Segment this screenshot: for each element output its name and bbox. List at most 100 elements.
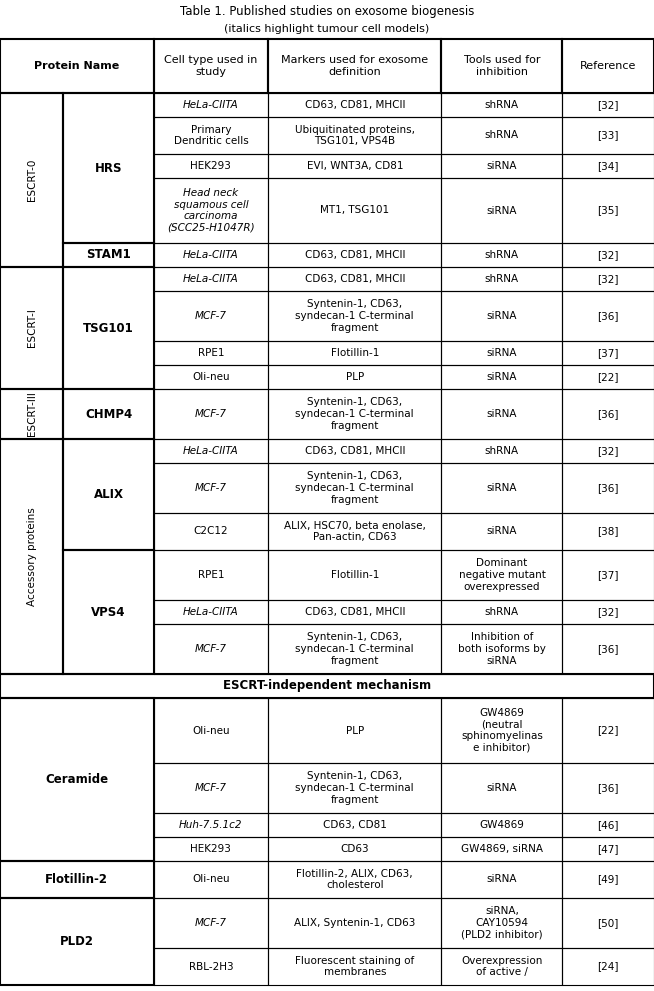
Text: GW4869, siRNA: GW4869, siRNA xyxy=(461,844,543,854)
Text: siRNA: siRNA xyxy=(487,783,517,793)
Text: CD63, CD81, MHCII: CD63, CD81, MHCII xyxy=(305,607,405,617)
Text: [32]: [32] xyxy=(598,607,619,617)
Text: HEK293: HEK293 xyxy=(190,844,232,854)
Text: HeLa-CIITA: HeLa-CIITA xyxy=(183,446,239,456)
Text: MCF-7: MCF-7 xyxy=(195,644,227,654)
Text: [35]: [35] xyxy=(598,205,619,215)
Text: Inhibition of
both isoforms by
siRNA: Inhibition of both isoforms by siRNA xyxy=(458,632,546,666)
Bar xyxy=(441,813,562,837)
Bar xyxy=(562,178,654,243)
Bar xyxy=(562,154,654,178)
Bar xyxy=(268,117,441,154)
Bar xyxy=(441,341,562,365)
Text: ALIX, HSC70, beta enolase,
Pan-actin, CD63: ALIX, HSC70, beta enolase, Pan-actin, CD… xyxy=(284,520,426,542)
Bar xyxy=(562,243,654,267)
Text: siRNA: siRNA xyxy=(487,874,517,885)
Text: Primary
Dendritic cells: Primary Dendritic cells xyxy=(173,125,249,147)
Bar xyxy=(63,243,154,267)
Text: [22]: [22] xyxy=(598,725,619,735)
Bar xyxy=(562,463,654,513)
Text: VPS4: VPS4 xyxy=(92,606,126,618)
Bar xyxy=(154,439,268,463)
Bar xyxy=(154,39,268,93)
Bar xyxy=(441,154,562,178)
Bar xyxy=(441,861,562,898)
Text: MT1, TSG101: MT1, TSG101 xyxy=(320,205,389,215)
Text: Syntenin-1, CD63,
syndecan-1 C-terminal
fragment: Syntenin-1, CD63, syndecan-1 C-terminal … xyxy=(296,397,414,431)
Bar xyxy=(63,550,154,674)
Text: Fluorescent staining of
membranes: Fluorescent staining of membranes xyxy=(295,955,415,977)
Bar xyxy=(63,93,154,243)
Text: Ubiquitinated proteins,
TSG101, VPS4B: Ubiquitinated proteins, TSG101, VPS4B xyxy=(295,125,415,147)
Bar xyxy=(562,513,654,550)
Bar xyxy=(154,243,268,267)
Bar xyxy=(268,439,441,463)
Bar xyxy=(562,813,654,837)
Text: PLP: PLP xyxy=(346,372,364,382)
Text: [34]: [34] xyxy=(598,161,619,171)
Text: [22]: [22] xyxy=(598,372,619,382)
Bar xyxy=(0,898,154,985)
Text: Tools used for
inhibition: Tools used for inhibition xyxy=(464,55,540,76)
Bar xyxy=(0,389,63,439)
Bar xyxy=(154,837,268,861)
Bar xyxy=(154,178,268,243)
Bar xyxy=(154,948,268,985)
Bar xyxy=(154,267,268,291)
Bar xyxy=(562,365,654,389)
Bar xyxy=(154,624,268,674)
Bar xyxy=(268,365,441,389)
Bar xyxy=(562,389,654,439)
Text: [37]: [37] xyxy=(598,570,619,580)
Text: Dominant
negative mutant
overexpressed: Dominant negative mutant overexpressed xyxy=(458,558,545,592)
Bar xyxy=(0,698,154,861)
Text: [32]: [32] xyxy=(598,446,619,456)
Text: HeLa-CIITA: HeLa-CIITA xyxy=(183,274,239,284)
Text: shRNA: shRNA xyxy=(485,607,519,617)
Bar xyxy=(441,463,562,513)
Text: Huh-7.5.1c2: Huh-7.5.1c2 xyxy=(179,820,243,830)
Text: siRNA: siRNA xyxy=(487,348,517,358)
Bar xyxy=(562,39,654,93)
Text: CHMP4: CHMP4 xyxy=(85,407,132,420)
Text: Cell type used in
study: Cell type used in study xyxy=(164,55,258,76)
Bar xyxy=(0,39,154,93)
Bar xyxy=(562,600,654,624)
Bar xyxy=(154,389,268,439)
Bar xyxy=(268,898,441,948)
Text: CD63, CD81, MHCII: CD63, CD81, MHCII xyxy=(305,446,405,456)
Text: siRNA: siRNA xyxy=(487,311,517,321)
Bar xyxy=(268,341,441,365)
Text: [33]: [33] xyxy=(598,131,619,141)
Text: Ceramide: Ceramide xyxy=(45,773,109,786)
Text: Oli-neu: Oli-neu xyxy=(192,874,230,885)
Bar xyxy=(268,948,441,985)
Bar xyxy=(268,813,441,837)
Bar xyxy=(562,624,654,674)
Bar xyxy=(154,365,268,389)
Text: Table 1. Published studies on exosome biogenesis: Table 1. Published studies on exosome bi… xyxy=(180,5,474,18)
Text: ESCRT-independent mechanism: ESCRT-independent mechanism xyxy=(223,680,431,693)
Bar xyxy=(154,550,268,600)
Bar xyxy=(562,291,654,341)
Text: STAM1: STAM1 xyxy=(86,249,131,262)
Bar xyxy=(268,291,441,341)
Bar xyxy=(441,39,562,93)
Text: RPE1: RPE1 xyxy=(198,348,224,358)
Text: ALIX, Syntenin-1, CD63: ALIX, Syntenin-1, CD63 xyxy=(294,918,415,928)
Text: (italics highlight tumour cell models): (italics highlight tumour cell models) xyxy=(224,24,430,35)
Bar xyxy=(441,698,562,763)
Bar xyxy=(562,439,654,463)
Text: Syntenin-1, CD63,
syndecan-1 C-terminal
fragment: Syntenin-1, CD63, syndecan-1 C-terminal … xyxy=(296,632,414,666)
Text: GW4869: GW4869 xyxy=(479,820,525,830)
Bar xyxy=(268,178,441,243)
Text: shRNA: shRNA xyxy=(485,274,519,284)
Bar xyxy=(268,93,441,117)
Text: Flotillin-2, ALIX, CD63,
cholesterol: Flotillin-2, ALIX, CD63, cholesterol xyxy=(296,869,413,890)
Bar xyxy=(562,837,654,861)
Text: Syntenin-1, CD63,
syndecan-1 C-terminal
fragment: Syntenin-1, CD63, syndecan-1 C-terminal … xyxy=(296,771,414,805)
Bar xyxy=(63,389,154,439)
Bar xyxy=(154,117,268,154)
Bar xyxy=(441,898,562,948)
Text: C2C12: C2C12 xyxy=(194,526,228,536)
